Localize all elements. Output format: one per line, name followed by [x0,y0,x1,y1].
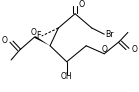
Text: Br: Br [106,30,114,39]
Text: O: O [131,45,137,54]
Polygon shape [34,36,50,46]
Text: O: O [79,0,85,9]
Text: OH: OH [61,72,73,81]
Text: O: O [31,28,37,37]
Text: O: O [2,36,8,45]
Text: O: O [102,45,108,54]
Text: F: F [37,31,41,40]
